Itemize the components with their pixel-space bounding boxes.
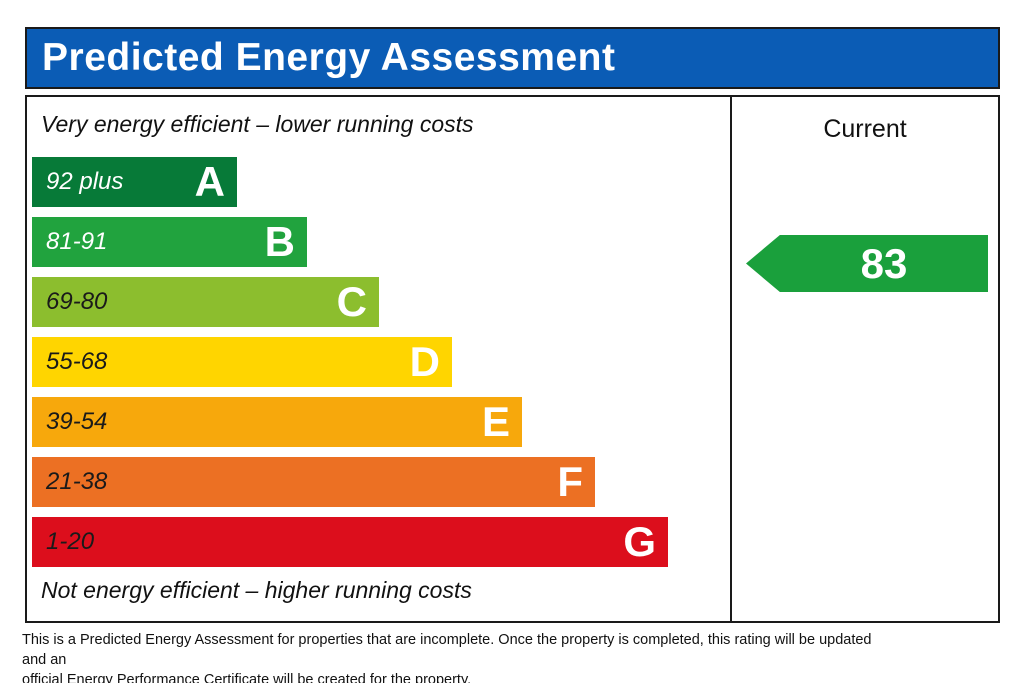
band-range: 39-54: [46, 408, 108, 435]
band-c: 69-80 C: [32, 277, 379, 327]
caption-top: Very energy efficient – lower running co…: [41, 111, 474, 137]
footer-note: This is a Predicted Energy Assessment fo…: [22, 630, 882, 683]
band-e: 39-54 E: [32, 397, 522, 447]
band-range: 1-20: [46, 528, 95, 555]
current-rating-value: 83: [860, 239, 908, 287]
bands-column: Very energy efficient – lower running co…: [27, 97, 732, 621]
footer-line-2: official Energy Performance Certificate …: [22, 672, 472, 683]
band-range: 81-91: [46, 228, 108, 255]
band-letter: A: [194, 158, 225, 205]
current-column-header: Current: [823, 115, 907, 143]
band-b: 81-91 B: [32, 217, 307, 267]
band-range: 21-38: [46, 468, 108, 495]
band-d: 55-68 D: [32, 337, 452, 387]
page-title: Predicted Energy Assessment: [42, 36, 616, 79]
band-range: 92 plus: [46, 168, 124, 195]
band-letter: B: [264, 218, 295, 265]
footer-line-1: This is a Predicted Energy Assessment fo…: [22, 632, 872, 668]
band-letter: F: [557, 458, 583, 505]
band-g: 1-20 G: [32, 517, 668, 567]
current-rating-arrow: 83: [746, 235, 988, 292]
title-bar: Predicted Energy Assessment: [25, 27, 1000, 89]
rating-bands: 92 plus A 81-91 B 69-80 C 55-68 D 39-54: [32, 157, 730, 567]
band-letter: E: [481, 398, 510, 445]
band-letter: G: [623, 518, 656, 565]
band-a: 92 plus A: [32, 157, 237, 207]
band-range: 69-80: [46, 288, 108, 315]
band-letter: D: [409, 338, 440, 385]
band-letter: C: [336, 278, 367, 325]
band-range: 55-68: [46, 348, 108, 375]
caption-bottom: Not energy efficient – higher running co…: [41, 577, 472, 603]
current-column: Current 83: [732, 97, 998, 621]
band-f: 21-38 F: [32, 457, 595, 507]
rating-chart: Very energy efficient – lower running co…: [25, 95, 1000, 623]
